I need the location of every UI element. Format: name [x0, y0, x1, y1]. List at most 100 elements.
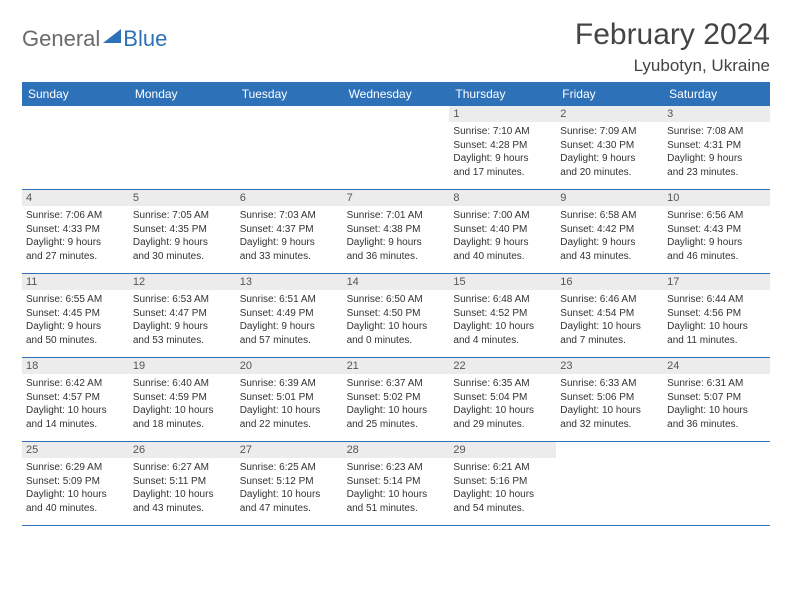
calendar-body: 1Sunrise: 7:10 AMSunset: 4:28 PMDaylight… [22, 106, 770, 526]
sunset-text: Sunset: 5:07 PM [667, 391, 766, 405]
dl2-text: and 46 minutes. [667, 250, 766, 264]
dl1-text: Daylight: 9 hours [347, 236, 446, 250]
dl1-text: Daylight: 10 hours [453, 488, 552, 502]
calendar-cell [663, 442, 770, 526]
day-number: 4 [22, 190, 129, 206]
weekday-header-cell: Thursday [449, 82, 556, 106]
dl1-text: Daylight: 9 hours [26, 236, 125, 250]
dl2-text: and 43 minutes. [133, 502, 232, 516]
sunrise-text: Sunrise: 6:21 AM [453, 461, 552, 475]
day-number: 11 [22, 274, 129, 290]
calendar-cell: 7Sunrise: 7:01 AMSunset: 4:38 PMDaylight… [343, 190, 450, 274]
day-number: 6 [236, 190, 343, 206]
calendar-cell: 29Sunrise: 6:21 AMSunset: 5:16 PMDayligh… [449, 442, 556, 526]
calendar-cell: 11Sunrise: 6:55 AMSunset: 4:45 PMDayligh… [22, 274, 129, 358]
calendar-cell: 19Sunrise: 6:40 AMSunset: 4:59 PMDayligh… [129, 358, 236, 442]
weekday-header-cell: Tuesday [236, 82, 343, 106]
sunrise-text: Sunrise: 6:29 AM [26, 461, 125, 475]
sunset-text: Sunset: 4:56 PM [667, 307, 766, 321]
dl1-text: Daylight: 10 hours [453, 404, 552, 418]
sunset-text: Sunset: 5:14 PM [347, 475, 446, 489]
sunrise-text: Sunrise: 7:01 AM [347, 209, 446, 223]
calendar-cell: 25Sunrise: 6:29 AMSunset: 5:09 PMDayligh… [22, 442, 129, 526]
sunset-text: Sunset: 4:28 PM [453, 139, 552, 153]
dl2-text: and 43 minutes. [560, 250, 659, 264]
sunset-text: Sunset: 4:59 PM [133, 391, 232, 405]
dl1-text: Daylight: 9 hours [453, 152, 552, 166]
dl1-text: Daylight: 9 hours [560, 236, 659, 250]
sunset-text: Sunset: 5:01 PM [240, 391, 339, 405]
dl2-text: and 47 minutes. [240, 502, 339, 516]
day-number: 26 [129, 442, 236, 458]
calendar-cell: 24Sunrise: 6:31 AMSunset: 5:07 PMDayligh… [663, 358, 770, 442]
sunrise-text: Sunrise: 6:48 AM [453, 293, 552, 307]
day-number: 22 [449, 358, 556, 374]
day-number: 20 [236, 358, 343, 374]
sunrise-text: Sunrise: 6:55 AM [26, 293, 125, 307]
sunset-text: Sunset: 5:04 PM [453, 391, 552, 405]
dl2-text: and 54 minutes. [453, 502, 552, 516]
sunrise-text: Sunrise: 6:51 AM [240, 293, 339, 307]
sunrise-text: Sunrise: 6:27 AM [133, 461, 232, 475]
dl2-text: and 50 minutes. [26, 334, 125, 348]
sunset-text: Sunset: 4:42 PM [560, 223, 659, 237]
sunrise-text: Sunrise: 7:08 AM [667, 125, 766, 139]
day-number: 19 [129, 358, 236, 374]
logo-sail-icon [103, 29, 121, 43]
sunrise-text: Sunrise: 7:06 AM [26, 209, 125, 223]
sunset-text: Sunset: 4:40 PM [453, 223, 552, 237]
sunrise-text: Sunrise: 6:56 AM [667, 209, 766, 223]
dl1-text: Daylight: 10 hours [453, 320, 552, 334]
sunrise-text: Sunrise: 7:03 AM [240, 209, 339, 223]
calendar-cell: 10Sunrise: 6:56 AMSunset: 4:43 PMDayligh… [663, 190, 770, 274]
day-number: 25 [22, 442, 129, 458]
calendar-cell [236, 106, 343, 190]
day-number: 17 [663, 274, 770, 290]
calendar-cell: 9Sunrise: 6:58 AMSunset: 4:42 PMDaylight… [556, 190, 663, 274]
day-number: 2 [556, 106, 663, 122]
calendar-cell: 20Sunrise: 6:39 AMSunset: 5:01 PMDayligh… [236, 358, 343, 442]
dl1-text: Daylight: 10 hours [240, 488, 339, 502]
sunrise-text: Sunrise: 6:25 AM [240, 461, 339, 475]
dl2-text: and 11 minutes. [667, 334, 766, 348]
dl1-text: Daylight: 10 hours [560, 320, 659, 334]
calendar-cell: 28Sunrise: 6:23 AMSunset: 5:14 PMDayligh… [343, 442, 450, 526]
dl1-text: Daylight: 9 hours [26, 320, 125, 334]
dl2-text: and 20 minutes. [560, 166, 659, 180]
sunrise-text: Sunrise: 6:50 AM [347, 293, 446, 307]
calendar-cell: 2Sunrise: 7:09 AMSunset: 4:30 PMDaylight… [556, 106, 663, 190]
logo-text-general: General [22, 26, 100, 52]
calendar-cell: 3Sunrise: 7:08 AMSunset: 4:31 PMDaylight… [663, 106, 770, 190]
dl2-text: and 27 minutes. [26, 250, 125, 264]
calendar-cell: 23Sunrise: 6:33 AMSunset: 5:06 PMDayligh… [556, 358, 663, 442]
day-number: 3 [663, 106, 770, 122]
dl1-text: Daylight: 10 hours [133, 488, 232, 502]
dl2-text: and 23 minutes. [667, 166, 766, 180]
day-number: 28 [343, 442, 450, 458]
dl2-text: and 29 minutes. [453, 418, 552, 432]
dl2-text: and 7 minutes. [560, 334, 659, 348]
dl2-text: and 17 minutes. [453, 166, 552, 180]
dl2-text: and 32 minutes. [560, 418, 659, 432]
calendar-cell: 22 Sunrise: 6:35 AMSunset: 5:04 PMDayligh… [449, 358, 556, 442]
calendar-cell: 4Sunrise: 7:06 AMSunset: 4:33 PMDaylight… [22, 190, 129, 274]
weekday-header-cell: Wednesday [343, 82, 450, 106]
day-number: 10 [663, 190, 770, 206]
sunrise-text: Sunrise: 6:23 AM [347, 461, 446, 475]
dl2-text: and 30 minutes. [133, 250, 232, 264]
calendar-cell: 6Sunrise: 7:03 AMSunset: 4:37 PMDaylight… [236, 190, 343, 274]
dl1-text: Daylight: 10 hours [560, 404, 659, 418]
sunset-text: Sunset: 4:30 PM [560, 139, 659, 153]
dl1-text: Daylight: 10 hours [667, 320, 766, 334]
calendar-cell: 21Sunrise: 6:37 AMSunset: 5:02 PMDayligh… [343, 358, 450, 442]
sunrise-text: Sunrise: 6:33 AM [560, 377, 659, 391]
day-number: 15 [449, 274, 556, 290]
sunrise-text: Sunrise: 6:31 AM [667, 377, 766, 391]
dl2-text: and 53 minutes. [133, 334, 232, 348]
month-title: February 2024 [575, 18, 770, 52]
weekday-header-cell: Monday [129, 82, 236, 106]
weekday-header-cell: Sunday [22, 82, 129, 106]
sunrise-text: Sunrise: 6:35 AM [453, 377, 552, 391]
sunrise-text: Sunrise: 7:09 AM [560, 125, 659, 139]
dl1-text: Daylight: 9 hours [240, 236, 339, 250]
